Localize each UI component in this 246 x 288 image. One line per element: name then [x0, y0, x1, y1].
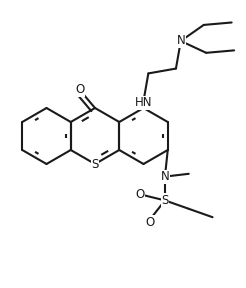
Text: N: N: [176, 35, 185, 48]
Text: HN: HN: [135, 96, 152, 109]
Text: S: S: [91, 158, 99, 170]
Text: O: O: [135, 188, 145, 201]
Text: S: S: [161, 194, 169, 207]
Text: O: O: [75, 83, 84, 96]
Text: O: O: [145, 215, 154, 228]
Text: N: N: [161, 170, 169, 183]
